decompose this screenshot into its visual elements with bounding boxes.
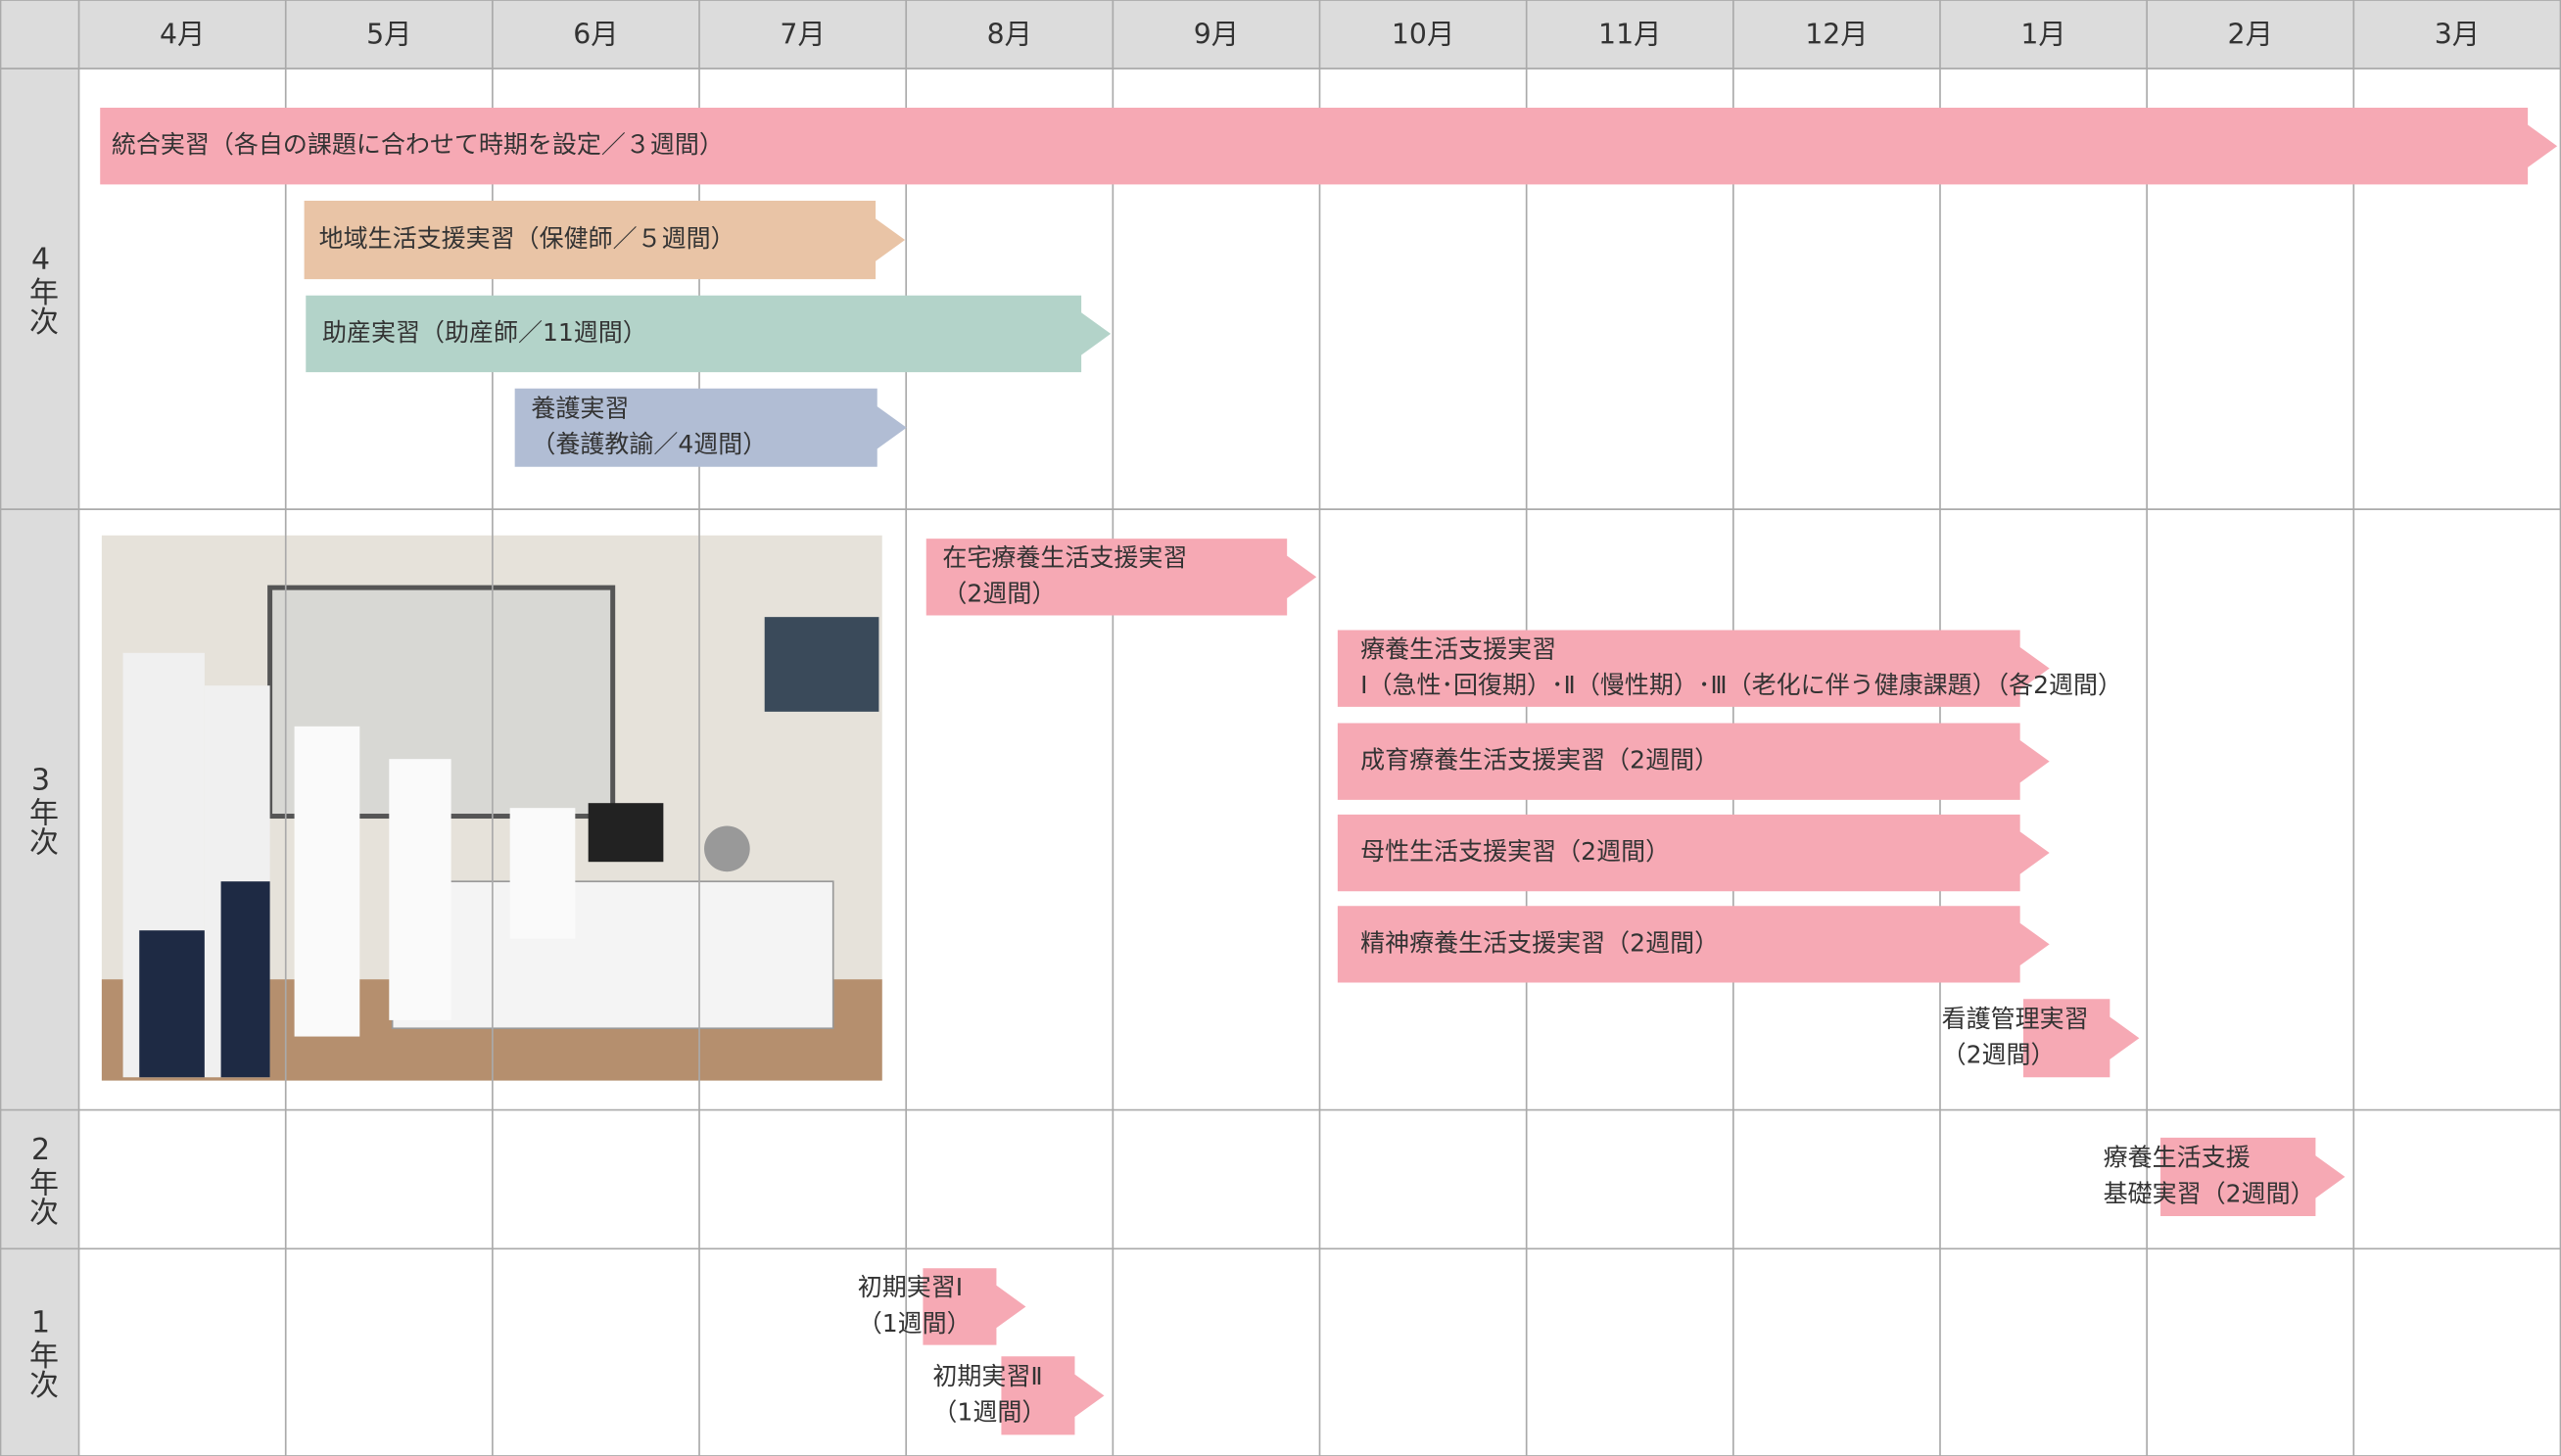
month-label: 5月 bbox=[366, 19, 411, 51]
month-label: 2月 bbox=[2228, 19, 2273, 51]
year-column-bg bbox=[0, 0, 79, 1456]
schedule-bar bbox=[1337, 723, 2050, 800]
year-label: 3年次 bbox=[24, 763, 58, 856]
bar-label: 成育療養生活支援実習（2週間） bbox=[1360, 746, 1719, 775]
bar-label: 地域生活支援実習（保健師／５週間） bbox=[319, 224, 735, 253]
schedule-bar bbox=[514, 388, 907, 467]
bar-label: （2週間） bbox=[1942, 1041, 2056, 1069]
month-label: 11月 bbox=[1598, 19, 1661, 51]
month-label: 1月 bbox=[2020, 19, 2065, 51]
month-label: 8月 bbox=[987, 19, 1032, 51]
bar-label: （養護教諭／4週間） bbox=[531, 430, 767, 458]
year-label: 1年次 bbox=[24, 1306, 58, 1399]
month-label: 6月 bbox=[573, 19, 618, 51]
bar-label: 統合実習（各自の課題に合わせて時期を設定／３週間） bbox=[112, 130, 724, 159]
schedule-bar bbox=[925, 539, 1317, 616]
year-label: 4年次 bbox=[24, 243, 58, 336]
header-bg bbox=[0, 0, 2561, 70]
schedule-bar bbox=[1001, 1356, 1105, 1435]
schedule-bar bbox=[2160, 1137, 2346, 1216]
schedule-bar bbox=[1337, 630, 2050, 707]
month-label: 12月 bbox=[1805, 19, 1868, 51]
bar-label: 助産実習（助産師／11週間） bbox=[322, 318, 647, 347]
bar-label: 養護実習 bbox=[531, 394, 629, 422]
bar-label: （1週間） bbox=[858, 1309, 972, 1338]
bar-label: Ⅰ（急性･回復期）･Ⅱ（慢性期）･Ⅲ（老化に伴う健康課題）（各2週間） bbox=[1360, 671, 2122, 699]
schedule-bar bbox=[306, 295, 1112, 373]
bar-label: （1週間） bbox=[932, 1398, 1046, 1427]
schedule-bar bbox=[923, 1268, 1026, 1345]
schedule-bar bbox=[2023, 999, 2140, 1078]
schedule-bar bbox=[1337, 814, 2050, 892]
bar-label: 母性生活支援実習（2週間） bbox=[1360, 837, 1670, 866]
month-label: 9月 bbox=[1194, 19, 1239, 51]
month-label: 10月 bbox=[1392, 19, 1454, 51]
bar-label: 初期実習Ⅰ bbox=[858, 1273, 963, 1301]
schedule-bar bbox=[304, 201, 906, 280]
bar-label: 療養生活支援 bbox=[2104, 1144, 2251, 1172]
bar-label: 療養生活支援実習 bbox=[1360, 634, 1556, 663]
bar-label: 初期実習Ⅱ bbox=[932, 1362, 1042, 1390]
year-label: 2年次 bbox=[24, 1133, 58, 1226]
bar-label: （2週間） bbox=[942, 580, 1056, 608]
month-label: 3月 bbox=[2435, 19, 2480, 51]
bar-label: 精神療養生活支援実習（2週間） bbox=[1360, 928, 1719, 957]
bar-label: 看護管理実習 bbox=[1942, 1005, 2089, 1033]
bar-label: 在宅療養生活支援実習 bbox=[942, 543, 1187, 572]
month-label: 4月 bbox=[160, 19, 205, 51]
bar-label: 基礎実習（2週間） bbox=[2104, 1179, 2315, 1207]
schedule-bar bbox=[1337, 906, 2050, 983]
schedule-bar bbox=[100, 108, 2558, 185]
month-label: 7月 bbox=[780, 19, 825, 51]
